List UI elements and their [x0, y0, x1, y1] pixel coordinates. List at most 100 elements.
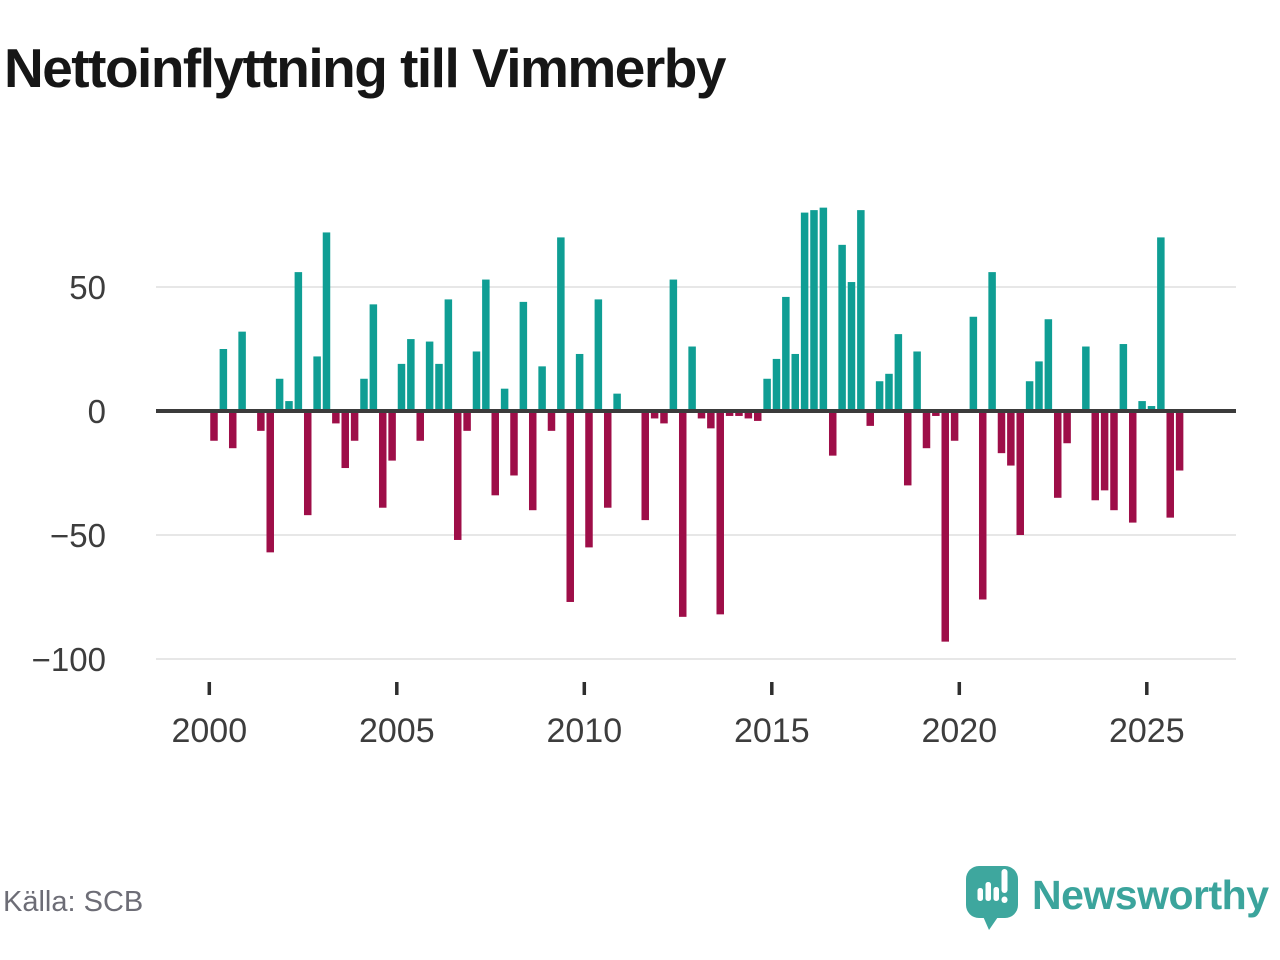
- bar: [472, 351, 481, 411]
- x-tick: [207, 682, 212, 695]
- bar: [444, 299, 453, 411]
- bar: [566, 411, 574, 602]
- bar: [688, 346, 696, 411]
- bar: [257, 411, 265, 431]
- bar: [997, 411, 1006, 454]
- chart-title: Nettoinflyttning till Vimmerby: [4, 37, 726, 99]
- bar: [491, 411, 499, 496]
- bar: [397, 363, 406, 411]
- bar: [1110, 411, 1118, 511]
- bar: [603, 411, 612, 508]
- bar: [585, 411, 593, 548]
- bar: [425, 341, 434, 411]
- bar: [453, 411, 462, 540]
- bar: [1082, 346, 1090, 411]
- bar: [941, 411, 949, 642]
- bar: [857, 210, 865, 411]
- x-tick-label: 2005: [359, 712, 435, 750]
- bars: [210, 207, 1184, 642]
- bar: [435, 363, 443, 411]
- bar: [388, 411, 396, 461]
- bar: [650, 411, 659, 419]
- bar: [1035, 361, 1043, 411]
- bar: [866, 411, 874, 426]
- x-tick: [957, 682, 962, 695]
- bar: [838, 244, 846, 411]
- bar: [763, 378, 771, 411]
- bar: [1138, 401, 1146, 411]
- bar: [547, 411, 556, 431]
- bar: [641, 411, 649, 521]
- bar: [360, 378, 368, 411]
- bar: [313, 356, 321, 411]
- x-tick-label: 2020: [921, 712, 997, 750]
- bar: [594, 299, 603, 411]
- bar: [303, 411, 312, 516]
- newsworthy-wordmark: Newsworthy: [1032, 872, 1269, 918]
- x-tick: [1145, 682, 1149, 695]
- bar: [735, 411, 743, 416]
- source-label: Källa: SCB: [3, 886, 144, 918]
- gridlines: [156, 286, 1236, 660]
- bar: [725, 411, 734, 416]
- bar: [903, 411, 912, 486]
- bar: [322, 232, 331, 411]
- bar: [1063, 411, 1071, 444]
- bar: [341, 411, 349, 469]
- bar: [1053, 411, 1062, 498]
- bar: [482, 279, 490, 411]
- bar: [885, 373, 893, 411]
- bar: [1091, 411, 1099, 501]
- bar: [753, 411, 762, 421]
- bar: [228, 411, 237, 449]
- bar: [922, 411, 931, 449]
- y-tick-label: 0: [88, 393, 106, 430]
- bar: [613, 393, 621, 411]
- bar: [416, 411, 424, 441]
- bar: [294, 272, 303, 411]
- x-tick: [582, 682, 587, 695]
- bar: [847, 282, 856, 411]
- zero-line: [156, 409, 1236, 413]
- y-tick-label: 50: [69, 269, 106, 306]
- bar: [463, 411, 471, 431]
- bar: [678, 411, 687, 617]
- bar: [1166, 411, 1174, 518]
- bar: [1147, 406, 1156, 411]
- bar: [528, 411, 537, 511]
- gridline: [156, 286, 1236, 288]
- bar: [210, 411, 218, 441]
- bar: [510, 411, 518, 476]
- x-axis: 2000 2005 2010 2015 2020 2025: [171, 682, 1185, 750]
- bar: [378, 411, 387, 508]
- bar: [407, 339, 415, 411]
- bar: [932, 411, 940, 416]
- x-tick-label: 2010: [546, 712, 622, 750]
- newsworthy-logo-icon: [966, 866, 1018, 930]
- bar: [894, 334, 903, 411]
- bar: [275, 378, 284, 411]
- y-tick-label: −50: [50, 517, 106, 554]
- bar: [238, 331, 246, 411]
- bar: [707, 411, 715, 429]
- bar: [950, 411, 959, 441]
- bar: [1044, 319, 1053, 411]
- bar: [772, 358, 781, 411]
- bar: [1007, 411, 1015, 466]
- bar-chart: 2000 2005 2010 2015 2020 2025 50 0 −50 −100: [32, 207, 1236, 750]
- bar: [782, 296, 790, 411]
- bar: [744, 411, 753, 419]
- bar: [819, 207, 828, 411]
- bar: [978, 411, 987, 600]
- x-tick-label: 2000: [171, 712, 247, 750]
- zero-axis-line: [156, 409, 1236, 413]
- bar: [285, 401, 293, 411]
- bar: [557, 237, 565, 411]
- x-tick-label: 2015: [734, 712, 810, 750]
- x-tick-label: 2025: [1109, 712, 1185, 750]
- bar: [800, 212, 809, 411]
- bar: [1100, 411, 1109, 491]
- bar: [1016, 411, 1024, 535]
- bar: [988, 272, 996, 411]
- bar: [828, 411, 837, 456]
